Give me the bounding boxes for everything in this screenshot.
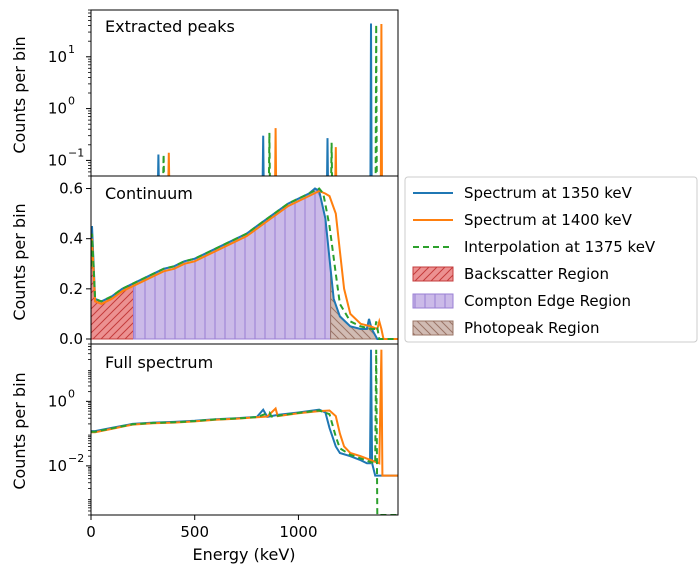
top-plot-area (157, 23, 383, 176)
peak-line-interpolation-1375 (330, 142, 334, 176)
peak-line-spectrum-1400 (274, 128, 278, 176)
x-axis-label: Energy (keV) (192, 545, 295, 564)
series-line-interpolation-1375 (91, 187, 398, 340)
peak-line-spectrum-1400 (334, 147, 338, 176)
peak-line-spectrum-1400 (167, 152, 171, 176)
legend-label-spectrum-at-1350-kev: Spectrum at 1350 keV (464, 184, 633, 202)
y-tick-label-base: 10 (48, 457, 67, 475)
peak-line-spectrum-1350 (157, 154, 160, 176)
legend-label-backscatter-region: Backscatter Region (464, 265, 609, 283)
x-tick-label: 1000 (279, 523, 317, 541)
bottom-y-axis-label: Counts per bin (10, 372, 29, 489)
y-tick-label: 0.2 (59, 280, 83, 298)
legend-label-interpolation-at-1375-kev: Interpolation at 1375 keV (464, 238, 656, 256)
y-tick-label-base: 10 (48, 100, 67, 118)
panel-continuum: 0.0 0.2 0.4 0.6 Continuum Counts per bin (10, 175, 399, 348)
y-tick-label: 0.0 (59, 330, 83, 348)
legend-swatch-photopeak-region (412, 320, 454, 336)
x-tick-label: 500 (180, 523, 209, 541)
legend-label-photopeak-region: Photopeak Region (464, 319, 600, 337)
bottom-x-ticks: 0 500 1000 (86, 515, 318, 541)
middle-y-ticks: 0.0 0.2 0.4 0.6 (59, 180, 91, 348)
peak-line-spectrum-1350 (369, 23, 373, 176)
middle-plot-area (91, 187, 398, 340)
y-tick-label-exponent: 1 (68, 43, 75, 56)
bottom-panel-title: Full spectrum (105, 353, 213, 372)
y-tick-label: 0.4 (59, 230, 83, 248)
peak-line-interpolation-1375 (267, 132, 271, 176)
y-tick-label-base: 10 (48, 151, 67, 169)
y-tick-label-base: 10 (48, 48, 67, 66)
region-hatch-backscatter-region (91, 226, 135, 340)
middle-y-axis-label: Counts per bin (10, 203, 29, 320)
y-tick-label: 0.6 (59, 180, 83, 198)
x-tick-label: 0 (86, 523, 96, 541)
legend-frame (404, 176, 698, 343)
peak-line-interpolation-1375 (374, 24, 378, 176)
bottom-plot-area (91, 349, 398, 515)
legend-swatch-backscatter-region (412, 266, 454, 282)
peak-line-spectrum-1350 (326, 138, 329, 176)
y-tick-label-exponent: 0 (68, 95, 75, 108)
legend-label-spectrum-at-1400-kev: Spectrum at 1400 keV (464, 211, 633, 229)
y-tick-label-base: 10 (48, 392, 67, 410)
legend-swatch-compton-edge-region (412, 293, 454, 309)
peak-line-spectrum-1400 (379, 23, 383, 176)
top-y-axis-label: Counts per bin (10, 36, 29, 153)
bottom-axes-frame (90, 343, 399, 516)
middle-panel-title: Continuum (105, 184, 193, 203)
series-line-spectrum-1400 (91, 189, 398, 340)
y-tick-label-exponent: −2 (68, 452, 84, 465)
y-tick-label-exponent: 0 (68, 387, 75, 400)
series-line-interpolation-1375 (91, 349, 398, 515)
top-panel-title: Extracted peaks (105, 17, 235, 36)
legend: Spectrum at 1350 keV Spectrum at 1400 keV… (404, 176, 698, 343)
peak-line-spectrum-1350 (261, 135, 265, 176)
region-hatch-compton-edge-region (132, 188, 332, 340)
legend-label-compton-edge-region: Compton Edge Region (464, 292, 631, 310)
y-tick-label-exponent: −1 (68, 146, 84, 159)
